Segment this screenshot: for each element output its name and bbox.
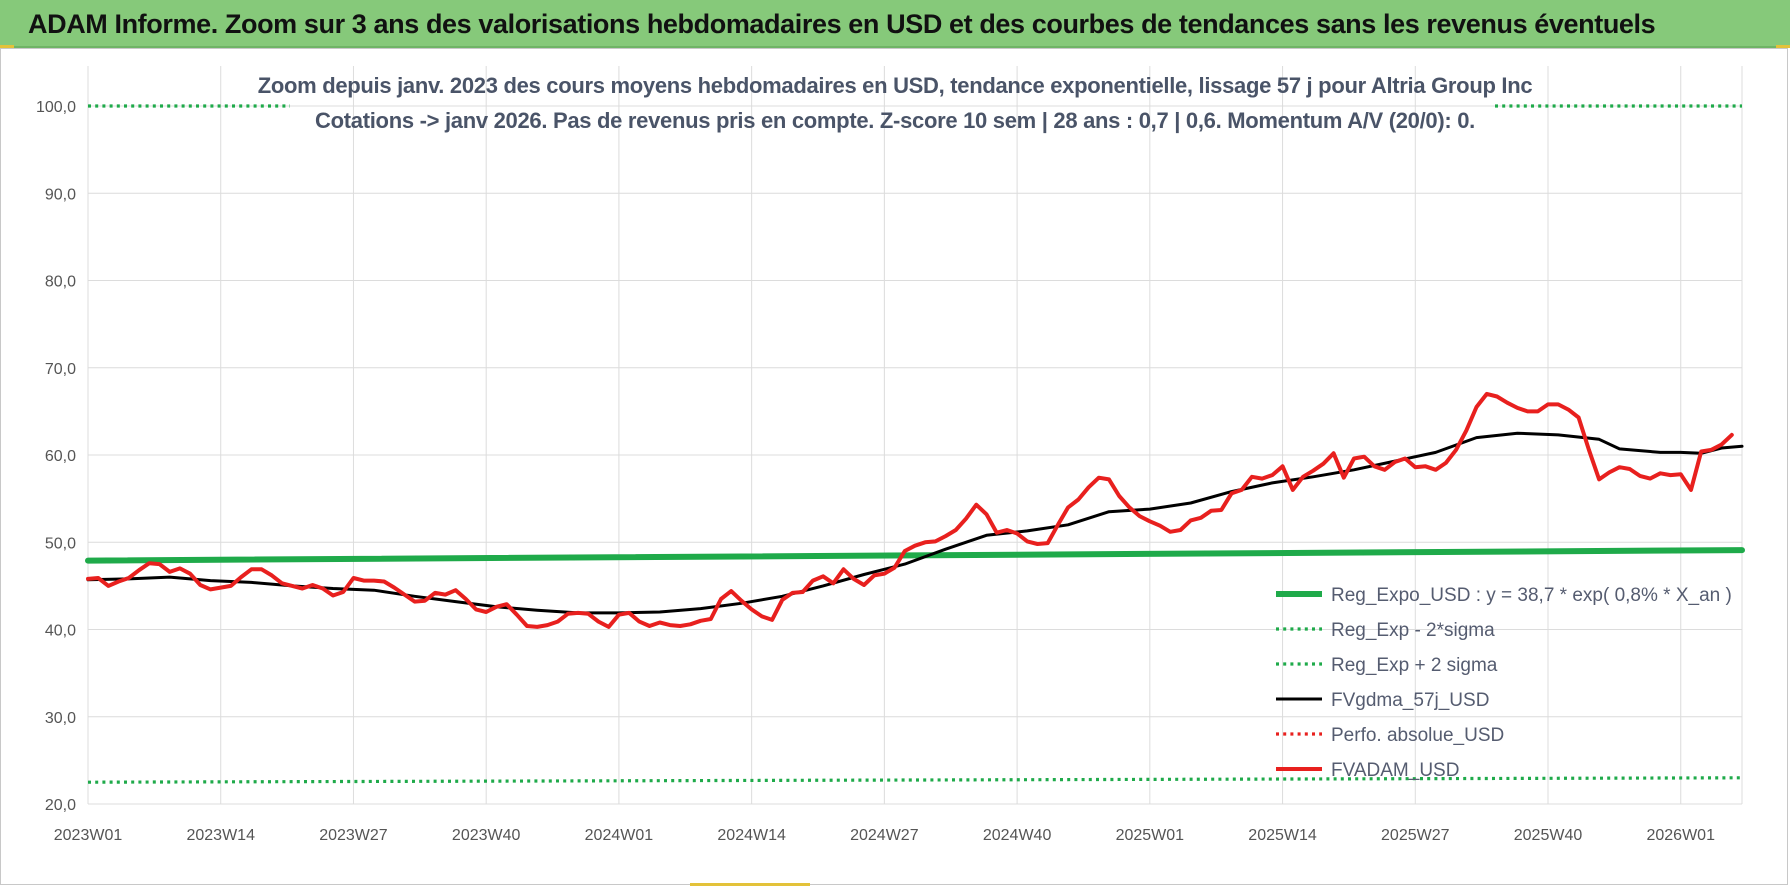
fvadam-line — [86, 391, 1734, 629]
corner-mark-top-right — [1776, 45, 1790, 48]
legend-label: FVgdma_57j_USD — [1331, 690, 1489, 711]
x-tick-label: 2023W14 — [186, 827, 255, 844]
y-tick-label: 100,0 — [36, 99, 76, 116]
legend-label: Reg_Exp + 2 sigma — [1331, 655, 1498, 676]
reg-exp-minus-2sigma-line — [87, 776, 1743, 784]
x-tick-label: 2024W27 — [850, 827, 919, 844]
x-tick-label: 2023W40 — [452, 827, 521, 844]
x-tick-label: 2025W01 — [1116, 827, 1185, 844]
y-tick-label: 70,0 — [45, 361, 76, 378]
y-tick-label: 90,0 — [45, 186, 76, 203]
x-tick-label: 2025W27 — [1381, 827, 1450, 844]
y-tick-label: 60,0 — [45, 448, 76, 465]
legend-label: Perfo. absolue_USD — [1331, 725, 1504, 746]
legend-label: Reg_Expo_USD : y = 38,7 * exp( 0,8% * X_… — [1331, 585, 1732, 606]
chart-frame — [0, 48, 1788, 885]
x-tick-label: 2025W40 — [1514, 827, 1583, 844]
legend-label: Reg_Exp - 2*sigma — [1331, 620, 1495, 641]
x-tick-label: 2024W14 — [717, 827, 786, 844]
chart-title-line-1: Zoom depuis janv. 2023 des cours moyens … — [257, 73, 1533, 98]
corner-mark-top-left — [0, 45, 14, 48]
y-tick-label: 30,0 — [45, 710, 76, 727]
y-tick-label: 40,0 — [45, 623, 76, 640]
y-tick-label: 50,0 — [45, 535, 76, 552]
corner-mark-bottom — [690, 883, 810, 886]
x-tick-label: 2024W40 — [983, 827, 1052, 844]
x-tick-label: 2024W01 — [585, 827, 654, 844]
y-tick-label: 80,0 — [45, 274, 76, 291]
header-bar: ADAM Informe. Zoom sur 3 ans des valoris… — [0, 0, 1790, 48]
chart-title-line-2: Cotations -> janv 2026. Pas de revenus p… — [315, 108, 1475, 133]
legend-label: FVADAM_USD — [1331, 760, 1459, 781]
x-tick-label: 2026W01 — [1646, 827, 1715, 844]
reg-expo-line — [85, 547, 1745, 564]
x-tick-label: 2023W01 — [54, 827, 123, 844]
x-tick-label: 2023W27 — [319, 827, 388, 844]
y-tick-label: 20,0 — [45, 797, 76, 814]
x-tick-label: 2025W14 — [1248, 827, 1317, 844]
page-title: ADAM Informe. Zoom sur 3 ans des valoris… — [28, 9, 1656, 39]
